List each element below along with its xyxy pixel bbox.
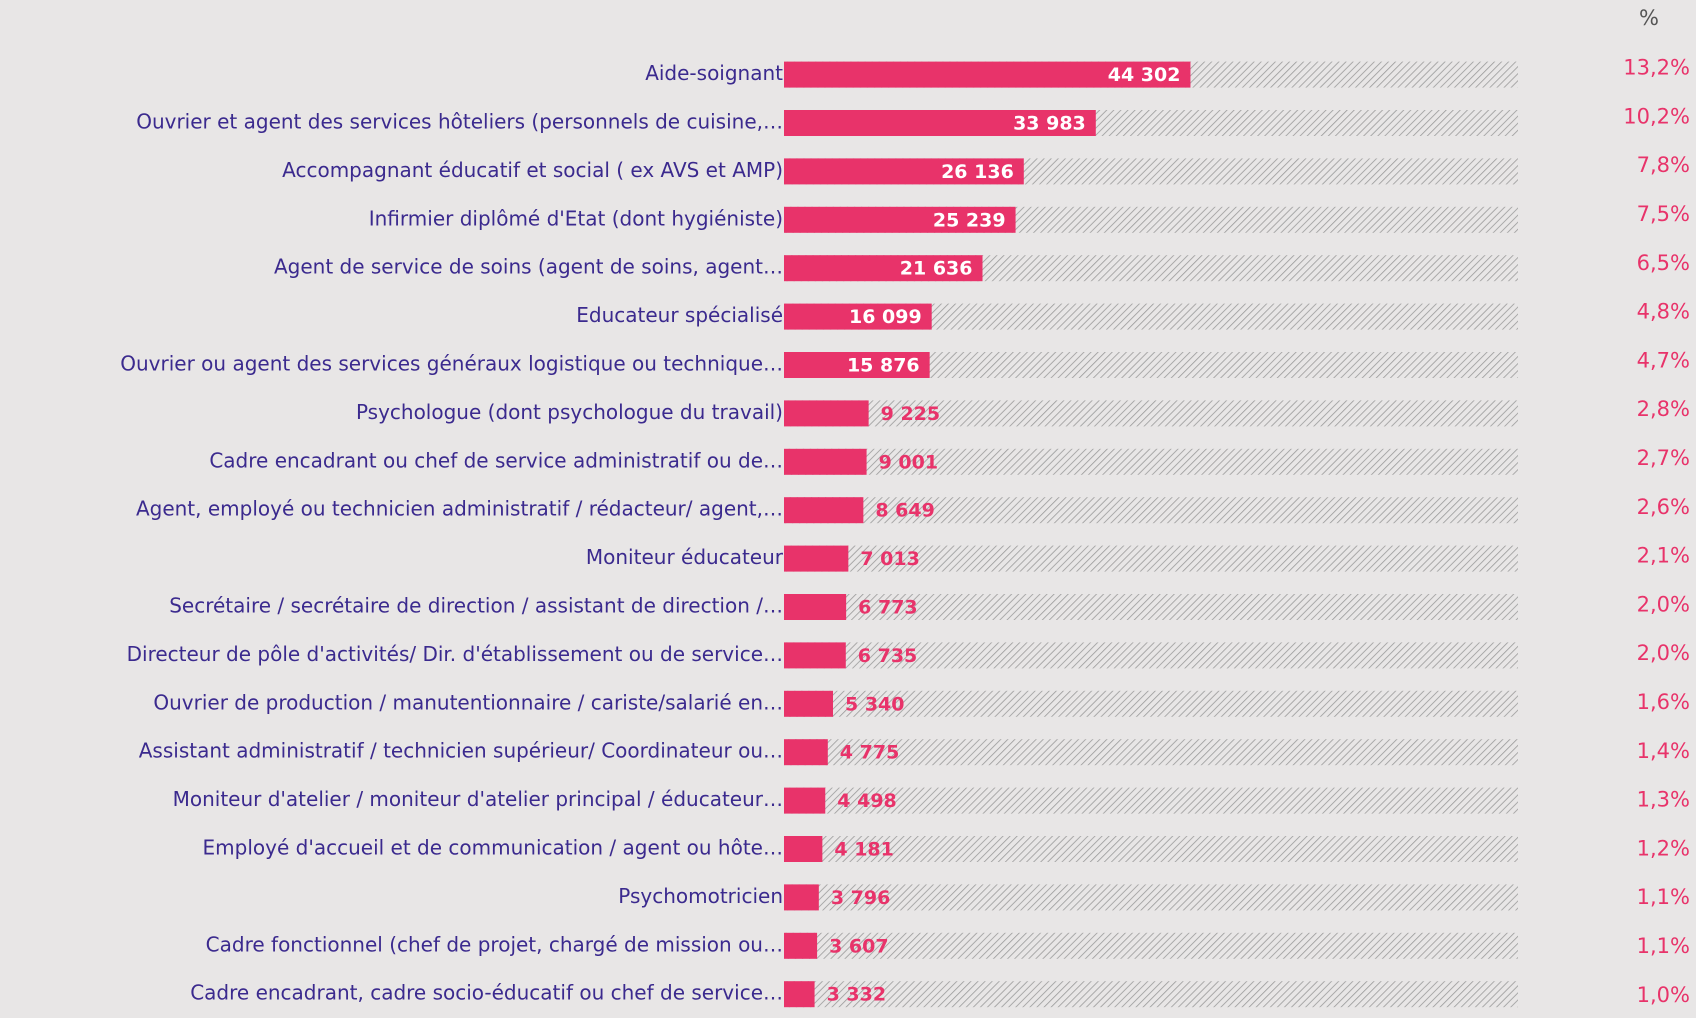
percent-label: 7,8% <box>1637 153 1690 177</box>
bar <box>784 448 867 475</box>
bar <box>784 836 823 862</box>
category-label: Cadre encadrant, cadre socio-éducatif ou… <box>190 981 783 1005</box>
bar <box>784 206 1016 233</box>
value-label: 4 181 <box>834 839 894 861</box>
category-label: Secrétaire / secrétaire de direction / a… <box>169 594 783 618</box>
category-label: Educateur spécialisé <box>576 303 783 327</box>
bar-track <box>784 836 1518 862</box>
bar <box>784 690 833 717</box>
bar-track <box>784 690 1518 717</box>
percent-label: 2,6% <box>1637 495 1690 519</box>
bar <box>784 303 932 330</box>
percent-label: 1,4% <box>1637 739 1690 763</box>
value-label: 16 099 <box>849 306 922 328</box>
category-label: Moniteur d'atelier / moniteur d'atelier … <box>173 787 783 811</box>
category-label: Assistant administratif / technicien sup… <box>139 739 783 763</box>
category-label: Employé d'accueil et de communication / … <box>203 836 783 860</box>
bar <box>784 884 819 911</box>
bar <box>784 932 818 959</box>
percent-label: 1,6% <box>1637 690 1690 714</box>
value-label: 25 239 <box>933 209 1006 231</box>
bar-track <box>784 497 1518 524</box>
value-label: 15 876 <box>847 355 920 377</box>
category-label: Ouvrier ou agent des services généraux l… <box>120 352 783 376</box>
category-label: Agent, employé ou technicien administrat… <box>136 497 783 521</box>
percent-label: 2,0% <box>1637 641 1690 665</box>
percent-label: 1,1% <box>1637 885 1690 909</box>
percent-header: % <box>1639 6 1659 30</box>
percent-label: 13,2% <box>1623 56 1690 80</box>
value-label: 8 649 <box>875 500 935 522</box>
percent-label: 10,2% <box>1623 104 1690 128</box>
bar <box>784 110 1096 136</box>
bar-track <box>784 448 1518 475</box>
value-label: 44 302 <box>1108 64 1181 86</box>
bar <box>784 497 864 524</box>
value-label: 3 332 <box>827 984 887 1006</box>
percent-label: 1,2% <box>1637 836 1690 860</box>
value-label: 5 340 <box>845 693 905 715</box>
value-label: 3 607 <box>829 935 889 957</box>
percent-label: 1,3% <box>1637 788 1690 812</box>
category-label: Aide-soignant <box>645 61 783 85</box>
percent-label: 2,0% <box>1637 592 1690 616</box>
percent-label: 1,0% <box>1637 983 1690 1007</box>
bar <box>784 787 826 814</box>
category-label: Ouvrier et agent des services hôteliers … <box>136 110 783 134</box>
bar-track <box>784 642 1518 669</box>
percent-label: 1,1% <box>1637 934 1690 958</box>
bar-track <box>784 545 1518 572</box>
value-label: 26 136 <box>941 161 1014 183</box>
bar <box>784 739 828 766</box>
value-label: 7 013 <box>860 548 920 570</box>
value-label: 6 773 <box>858 597 918 619</box>
value-label: 4 775 <box>840 742 900 764</box>
bar-track <box>784 932 1518 959</box>
value-label: 3 796 <box>831 887 891 909</box>
bar-track <box>784 884 1518 911</box>
bar <box>784 255 983 282</box>
value-label: 9 225 <box>881 403 941 425</box>
bar <box>784 545 849 572</box>
percent-label: 6,5% <box>1637 251 1690 275</box>
percent-label: 2,8% <box>1637 397 1690 421</box>
bar <box>784 158 1024 185</box>
category-label: Accompagnant éducatif et social ( ex AVS… <box>282 158 783 182</box>
percent-label: 7,5% <box>1637 202 1690 226</box>
value-label: 9 001 <box>879 451 939 473</box>
bar-track <box>784 594 1518 620</box>
value-label: 21 636 <box>900 258 973 280</box>
category-label: Moniteur éducateur <box>586 545 784 569</box>
bar-track <box>784 739 1518 766</box>
category-label: Ouvrier de production / manutentionnaire… <box>153 690 783 714</box>
bar <box>784 61 1191 88</box>
percent-label: 2,7% <box>1637 446 1690 470</box>
percent-label: 4,7% <box>1637 348 1690 372</box>
bar-track <box>784 787 1518 814</box>
category-label: Psychomotricien <box>618 884 783 908</box>
category-label: Agent de service de soins (agent de soin… <box>274 255 783 279</box>
value-label: 6 735 <box>858 645 918 667</box>
bar <box>784 642 846 669</box>
bar <box>784 981 815 1008</box>
bar <box>784 400 869 427</box>
bar-track <box>784 400 1518 427</box>
category-label: Cadre fonctionnel (chef de projet, charg… <box>206 932 783 956</box>
category-label: Infirmier diplômé d'Etat (dont hygiénist… <box>369 206 783 230</box>
category-label: Cadre encadrant ou chef de service admin… <box>209 448 783 472</box>
value-label: 4 498 <box>837 790 897 812</box>
percent-label: 4,8% <box>1637 300 1690 324</box>
percent-label: 2,1% <box>1637 544 1690 568</box>
category-label: Directeur de pôle d'activités/ Dir. d'ét… <box>127 642 783 666</box>
category-label: Psychologue (dont psychologue du travail… <box>356 400 783 424</box>
bar-track <box>784 981 1518 1008</box>
bar <box>784 352 930 378</box>
bar <box>784 594 847 620</box>
value-label: 33 983 <box>1013 113 1086 135</box>
